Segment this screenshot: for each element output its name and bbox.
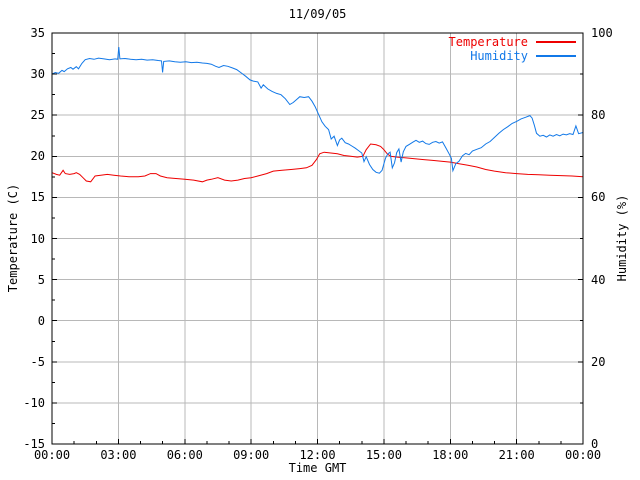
legend: Temperature Humidity [436, 35, 576, 63]
y-right-tick-label: 100 [591, 26, 613, 40]
x-tick-label: 00:00 [564, 448, 602, 462]
y-right-tick-label: 20 [591, 354, 606, 369]
x-tick-label: 00:00 [33, 448, 71, 462]
y-right-tick-label: 40 [591, 272, 606, 287]
humidity-line [51, 46, 584, 174]
legend-label-humidity: Humidity [470, 49, 528, 63]
x-tick-label: 15:00 [365, 448, 402, 462]
legend-label-temperature: Temperature [448, 35, 528, 49]
x-tick-label: 18:00 [432, 448, 469, 462]
legend-line-sample-humidity [536, 55, 576, 57]
chart-title: 11/09/05 [288, 7, 347, 21]
legend-item-humidity: Humidity [436, 49, 576, 63]
x-tick-label: 06:00 [166, 448, 203, 462]
x-tick-label: 09:00 [233, 448, 270, 462]
y-left-tick-label: 15 [30, 190, 45, 205]
y-left-tick-label: 5 [37, 272, 45, 287]
legend-item-temperature: Temperature [436, 35, 576, 49]
y-left-tick-label: -15 [23, 437, 45, 451]
y-right-tick-label: 0 [591, 437, 599, 451]
y-left-tick-label: 35 [30, 26, 45, 40]
y-left-tick-label: 10 [30, 231, 45, 246]
y-left-tick-label: 20 [30, 149, 45, 164]
legend-line-sample-temperature [536, 41, 576, 43]
right-axis-label: Humidity (%) [615, 194, 629, 282]
x-tick-label: 03:00 [100, 448, 137, 462]
x-tick-label: 21:00 [498, 448, 535, 462]
temperature-line [51, 143, 584, 183]
y-left-tick-label: 25 [30, 108, 45, 123]
x-tick-label: 12:00 [299, 448, 336, 462]
y-left-tick-label: -5 [30, 354, 45, 369]
y-left-tick-label: 0 [37, 313, 45, 328]
y-left-tick-label: 30 [30, 67, 45, 82]
y-right-tick-label: 60 [591, 190, 606, 205]
y-left-tick-label: -10 [23, 395, 45, 410]
x-axis-label: Time GMT [288, 461, 347, 475]
y-right-tick-label: 80 [591, 108, 606, 123]
